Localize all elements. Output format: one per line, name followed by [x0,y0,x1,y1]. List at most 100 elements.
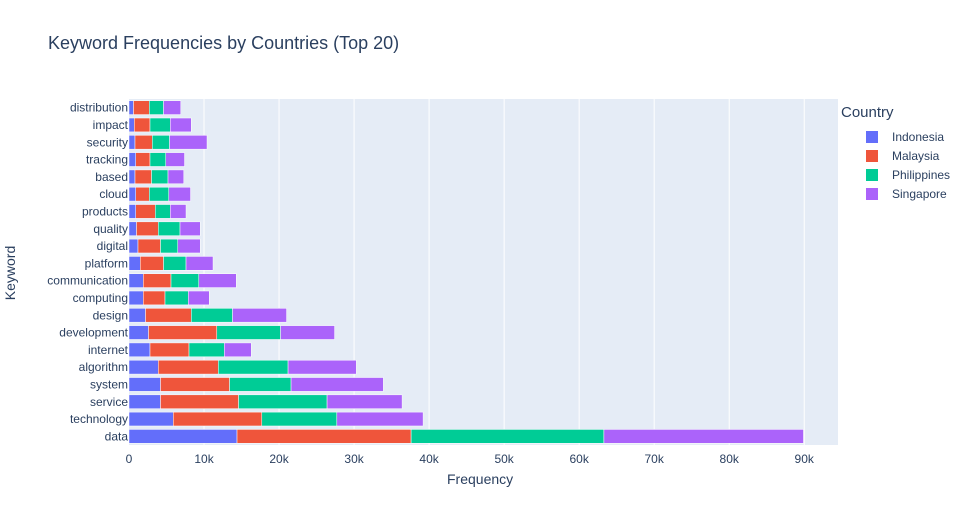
bar-singapore-algorithm[interactable] [287,359,357,375]
bar-philippines-quality[interactable] [158,221,181,236]
legend-label: Malaysia [892,148,940,163]
bar-malaysia-cloud[interactable] [135,186,150,202]
bar-indonesia-distribution[interactable] [128,100,134,115]
bar-philippines-digital[interactable] [160,238,179,254]
bar-malaysia-distribution[interactable] [133,100,150,115]
bar-indonesia-security[interactable] [128,135,136,150]
bar-indonesia-development[interactable] [128,325,149,340]
bar-indonesia-products[interactable] [128,204,137,219]
bar-indonesia-quality[interactable] [128,221,137,236]
bar-singapore-internet[interactable] [224,342,252,358]
legend-item-malaysia[interactable]: Malaysia [866,146,950,165]
bar-indonesia-digital[interactable] [128,238,139,254]
bar-singapore-communication[interactable] [198,273,237,288]
x-tick-label: 90k [795,452,815,466]
y-tick-label: quality [93,222,128,236]
bar-indonesia-service[interactable] [128,394,161,409]
bar-malaysia-communication[interactable] [143,273,172,288]
bar-indonesia-technology[interactable] [128,411,174,427]
bar-malaysia-service[interactable] [160,394,239,409]
x-tick-labels: 0 10k 20k 30k 40k 50k 60k 70k 80k 90k [126,452,815,466]
bar-malaysia-data[interactable] [236,429,412,444]
bar-indonesia-cloud[interactable] [128,186,137,202]
y-tick-label: technology [70,412,128,426]
legend-item-indonesia[interactable]: Indonesia [866,127,950,146]
bar-philippines-distribution[interactable] [149,100,164,115]
bar-malaysia-internet[interactable] [149,342,190,358]
bar-singapore-products[interactable] [170,204,187,219]
bar-singapore-based[interactable] [167,169,185,185]
bar-philippines-security[interactable] [152,135,170,150]
bar-malaysia-design[interactable] [145,308,192,323]
bar-philippines-internet[interactable] [188,342,225,358]
bar-philippines-design[interactable] [191,308,233,323]
bar-singapore-tracking[interactable] [165,152,185,167]
bar-indonesia-communication[interactable] [128,273,144,288]
bar-philippines-impact[interactable] [149,117,171,133]
y-tick-label: computing [73,291,128,305]
y-tick-label: internet [88,343,129,357]
bar-singapore-digital[interactable] [177,238,201,254]
bar-singapore-platform[interactable] [185,256,214,271]
bar-malaysia-platform[interactable] [140,256,164,271]
bar-philippines-communication[interactable] [170,273,200,288]
y-tick-label: distribution [70,101,128,115]
bar-malaysia-technology[interactable] [173,411,263,427]
bar-singapore-computing[interactable] [188,290,210,306]
bar-malaysia-products[interactable] [135,204,156,219]
bar-malaysia-algorithm[interactable] [158,359,219,375]
bar-malaysia-digital[interactable] [137,238,161,254]
bar-indonesia-algorithm[interactable] [128,359,159,375]
bar-indonesia-computing[interactable] [128,290,144,306]
bar-singapore-design[interactable] [232,308,287,323]
bar-indonesia-impact[interactable] [128,117,135,133]
bar-indonesia-based[interactable] [128,169,136,185]
bar-singapore-impact[interactable] [170,117,192,133]
bar-indonesia-platform[interactable] [128,256,141,271]
legend-item-philippines[interactable]: Philippines [866,165,950,184]
bar-singapore-cloud[interactable] [168,186,191,202]
bar-malaysia-computing[interactable] [143,290,166,306]
bar-singapore-quality[interactable] [179,221,201,236]
bar-malaysia-impact[interactable] [134,117,151,133]
bar-singapore-service[interactable] [326,394,403,409]
bar-malaysia-tracking[interactable] [135,152,151,167]
bar-singapore-development[interactable] [280,325,335,340]
bar-philippines-cloud[interactable] [149,186,170,202]
bar-singapore-data[interactable] [603,429,804,444]
bar-malaysia-based[interactable] [134,169,152,185]
bar-philippines-platform[interactable] [163,256,187,271]
bar-philippines-technology[interactable] [261,411,338,427]
y-tick-label: service [90,395,128,409]
bar-malaysia-system[interactable] [160,377,230,392]
bar-singapore-distribution[interactable] [163,100,182,115]
y-tick-label: platform [85,256,128,270]
bar-indonesia-data[interactable] [128,429,238,444]
bar-philippines-based[interactable] [151,169,169,185]
legend-swatch-singapore [866,187,878,200]
bar-singapore-technology[interactable] [336,411,424,427]
bar-indonesia-internet[interactable] [128,342,151,358]
bar-indonesia-tracking[interactable] [128,152,137,167]
bar-malaysia-security[interactable] [134,135,153,150]
bar-indonesia-system[interactable] [128,377,161,392]
bar-philippines-products[interactable] [155,204,171,219]
plot-background [129,99,838,445]
x-tick-label: 70k [645,452,665,466]
legend-item-singapore[interactable]: Singapore [866,184,950,203]
bar-singapore-security[interactable] [169,135,208,150]
y-tick-label: cloud [99,187,128,201]
bar-malaysia-quality[interactable] [136,221,159,236]
bar-philippines-algorithm[interactable] [218,359,289,375]
bar-singapore-system[interactable] [290,377,384,392]
bar-philippines-service[interactable] [238,394,328,409]
y-tick-label: system [90,377,128,391]
bar-philippines-development[interactable] [216,325,281,340]
bar-philippines-system[interactable] [229,377,292,392]
bar-indonesia-design[interactable] [128,308,146,323]
legend-swatch-indonesia [866,130,878,143]
bar-philippines-data[interactable] [410,429,605,444]
bar-malaysia-development[interactable] [148,325,218,340]
bar-philippines-tracking[interactable] [149,152,167,167]
bar-philippines-computing[interactable] [164,290,189,306]
